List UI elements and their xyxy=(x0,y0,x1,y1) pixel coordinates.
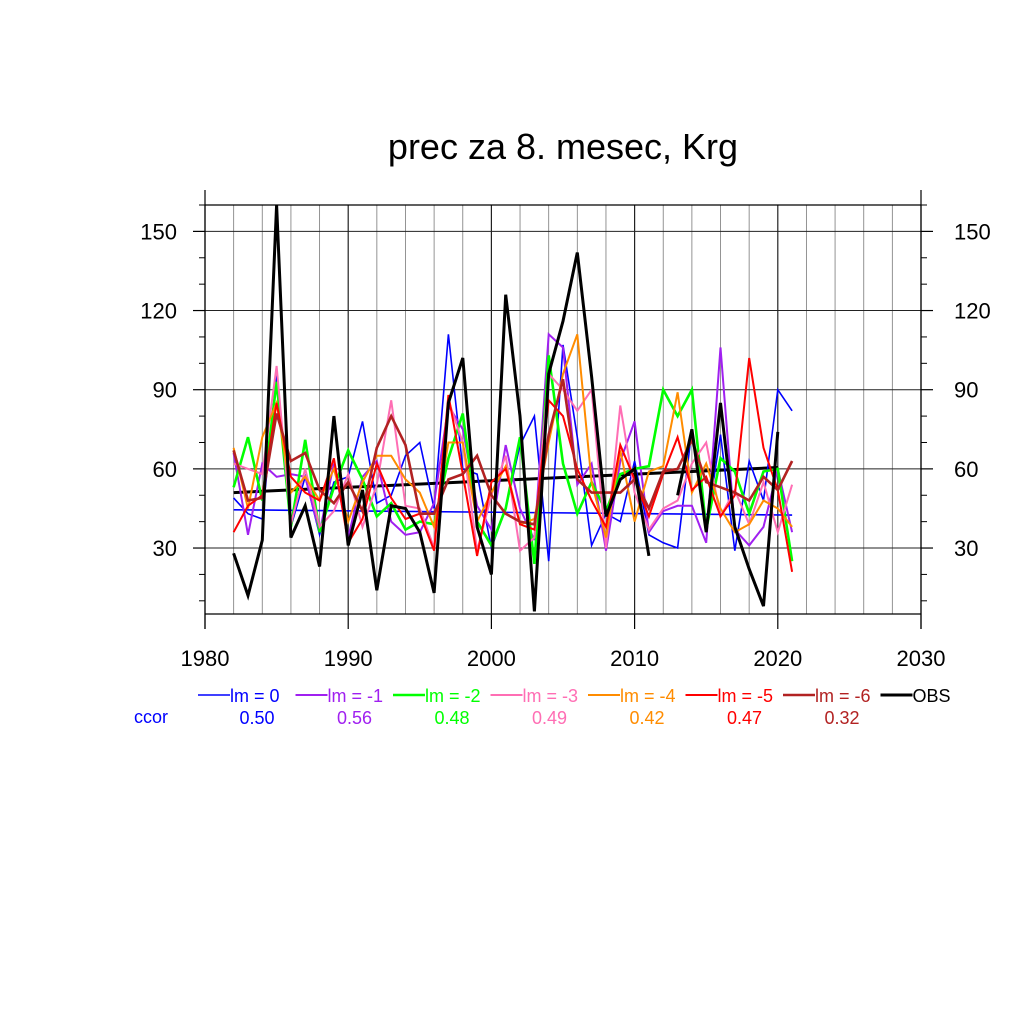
ccor-value: 0.32 xyxy=(824,708,859,728)
y-tick-label-left: 120 xyxy=(140,299,177,324)
y-tick-label-left: 30 xyxy=(153,536,177,561)
series-line-lm-3 xyxy=(233,365,794,553)
legend: lm = 0 lm = -1 lm = -2 lm = -3 lm = -4 lm = -… xyxy=(134,686,951,728)
legend-label: lm = -5 xyxy=(718,686,774,706)
plot-frame xyxy=(204,190,922,629)
series-line-obs xyxy=(676,402,780,607)
x-tick-label: 2020 xyxy=(753,646,802,671)
x-tick-label: 1980 xyxy=(181,646,230,671)
legend-label: lm = -1 xyxy=(328,686,384,706)
grid xyxy=(204,205,922,614)
ccor-label: ccor xyxy=(134,707,168,727)
y-tick-label-right: 90 xyxy=(954,378,978,403)
ccor-value: 0.56 xyxy=(337,708,372,728)
y-tick-label-left: 90 xyxy=(153,378,177,403)
ccor-value: 0.42 xyxy=(629,708,664,728)
ccor-value: 0.50 xyxy=(239,708,274,728)
y-tick-label-left: 150 xyxy=(140,219,177,244)
series-lines xyxy=(232,204,794,612)
legend-label: OBS xyxy=(913,686,951,706)
axis-ticks: 1980 1990 2000 2010 2020 2030 30 30 60 60 90 90 120 1… xyxy=(140,204,991,671)
legend-label: lm = 0 xyxy=(230,686,280,706)
x-tick-label: 2030 xyxy=(897,646,946,671)
x-tick-label: 2010 xyxy=(610,646,659,671)
y-tick-label-right: 60 xyxy=(954,457,978,482)
series-line-lm-2 xyxy=(232,355,794,565)
legend-label: lm = -4 xyxy=(620,686,676,706)
y-tick-label-right: 30 xyxy=(954,536,978,561)
x-tick-label: 2000 xyxy=(467,646,516,671)
y-tick-label-right: 120 xyxy=(954,299,991,324)
y-tick-label-right: 150 xyxy=(954,219,991,244)
series-line-obs xyxy=(232,204,651,612)
legend-label: lm = -3 xyxy=(523,686,579,706)
legend-label: lm = -6 xyxy=(815,686,871,706)
chart-title: prec za 8. mesec, Krg xyxy=(388,126,738,167)
y-tick-label-left: 60 xyxy=(153,457,177,482)
ccor-value: 0.47 xyxy=(727,708,762,728)
legend-label: lm = -2 xyxy=(425,686,481,706)
x-tick-label: 1990 xyxy=(324,646,373,671)
ccor-value: 0.48 xyxy=(434,708,469,728)
ccor-value: 0.49 xyxy=(532,708,567,728)
